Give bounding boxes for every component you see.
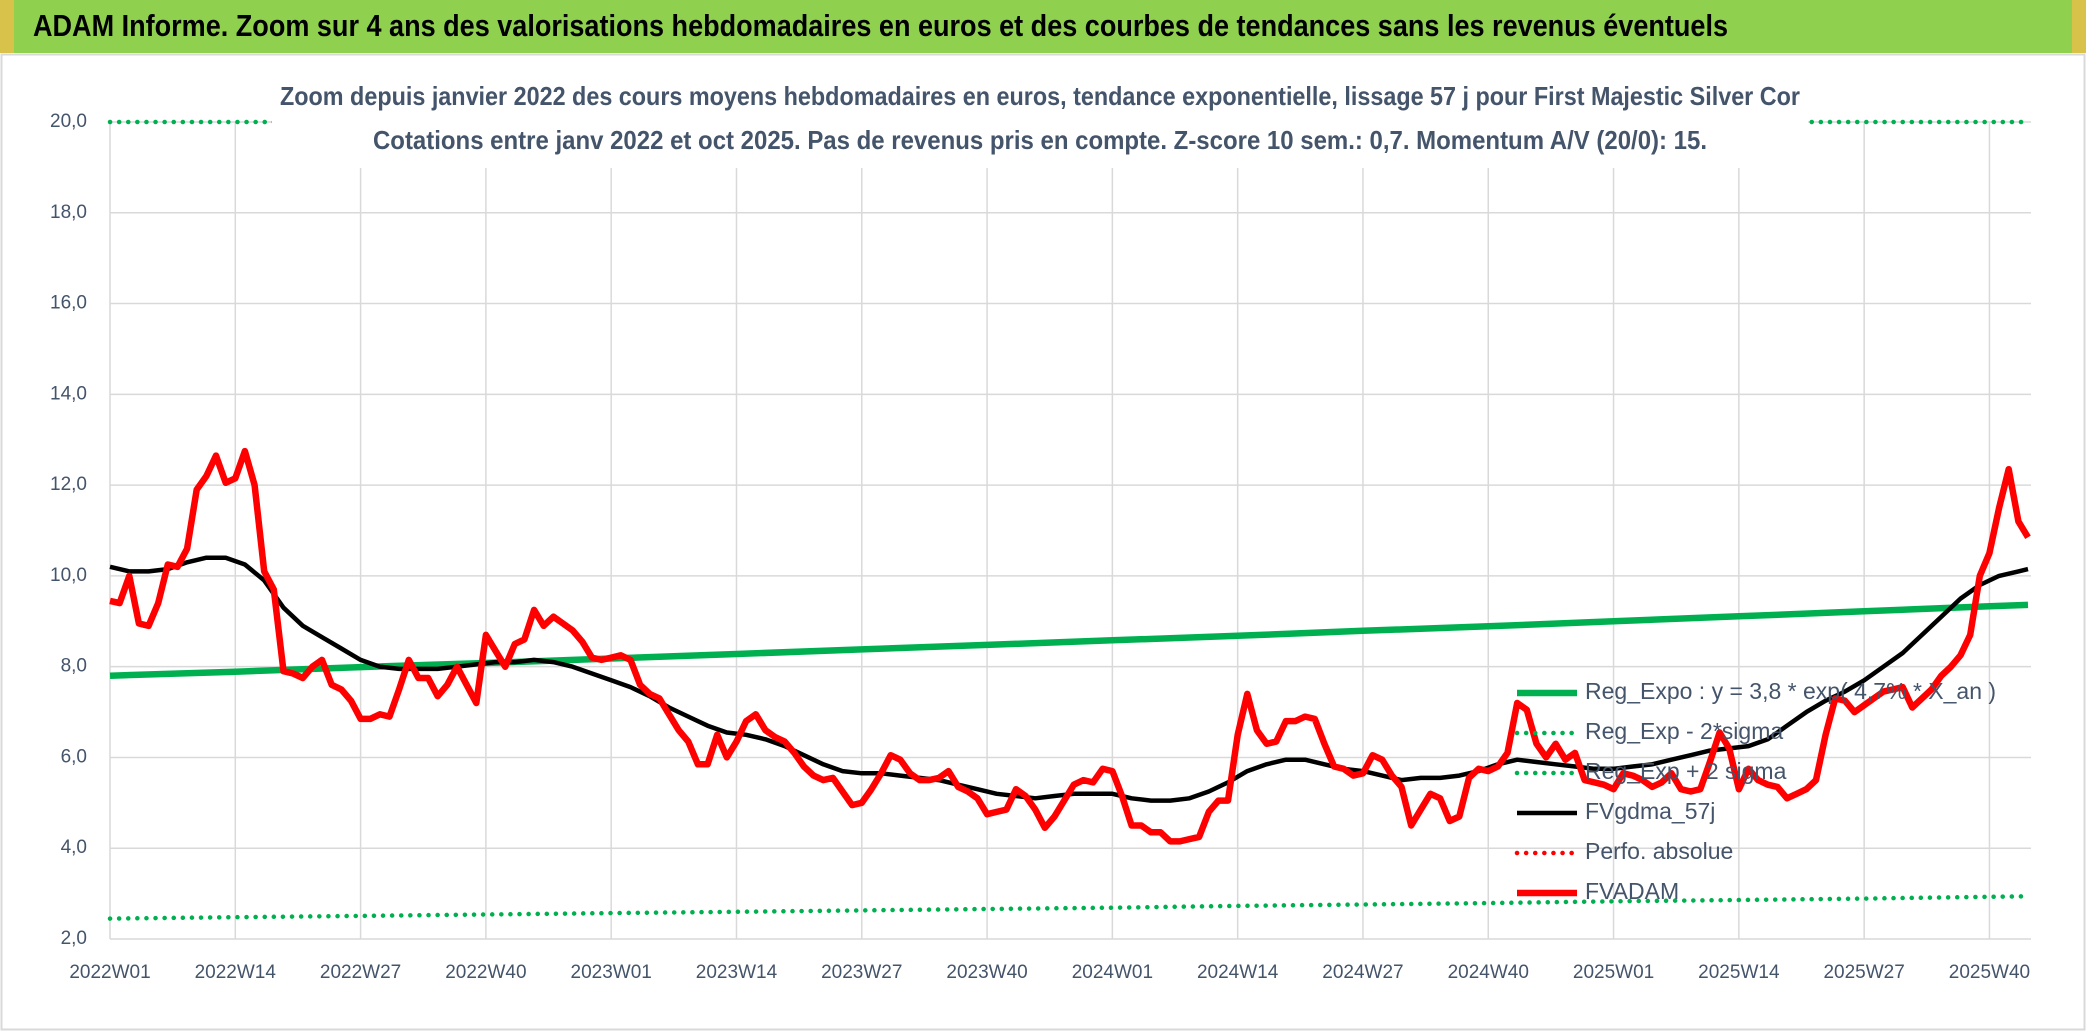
legend-label: Reg_Exp + 2 sigma: [1585, 758, 1787, 784]
x-tick-label: 2023W14: [696, 962, 778, 983]
x-tick-label: 2023W01: [571, 962, 652, 983]
y-tick-label: 20,0: [50, 111, 87, 132]
chart-subtitle: Cotations entre janv 2022 et oct 2025. P…: [373, 125, 1707, 155]
title-box: [272, 76, 1808, 168]
y-tick-label: 4,0: [61, 837, 87, 858]
series-line: [109, 601, 2029, 679]
series-line: [109, 447, 2031, 845]
chart-title: Zoom depuis janvier 2022 des cours moyen…: [280, 81, 1800, 111]
y-tick-label: 6,0: [61, 746, 87, 767]
x-tick-label: 2024W01: [1072, 962, 1153, 983]
x-tick-label: 2025W27: [1823, 962, 1904, 983]
x-tick-label: 2022W27: [320, 962, 401, 983]
y-tick-label: 16,0: [50, 293, 87, 314]
x-tick-label: 2025W14: [1698, 962, 1780, 983]
y-tick-label: 18,0: [50, 202, 87, 223]
header-title: ADAM Informe. Zoom sur 4 ans des valoris…: [33, 8, 1728, 43]
x-tick-label: 2024W40: [1448, 962, 1529, 983]
series-line: [107, 894, 2031, 921]
y-tick-label: 12,0: [50, 474, 87, 495]
x-tick-label: 2024W14: [1197, 962, 1279, 983]
header-bar: [0, 0, 2086, 53]
x-tick-label: 2024W27: [1322, 962, 1403, 983]
x-tick-label: 2025W01: [1573, 962, 1654, 983]
x-tick-label: 2023W27: [821, 962, 902, 983]
y-tick-label: 2,0: [61, 928, 87, 949]
plot-area: 2,0 4,0 6,0 8,0 10,0 12,0 14,0 16,0 18,0 20,0 2022…: [50, 111, 2031, 983]
y-tick-label: 8,0: [61, 656, 87, 677]
legend-label: Reg_Exp - 2*sigma: [1585, 718, 1783, 744]
legend-label: FVADAM: [1585, 878, 1679, 904]
legend: Reg_Expo : y = 3,8 * exp( 4,7% * X_an ) R…: [1514, 678, 1996, 904]
y-tick-label: 14,0: [50, 383, 87, 404]
x-tick-label: 2022W01: [69, 962, 150, 983]
x-tick-label: 2023W40: [946, 962, 1027, 983]
header-corner: [0, 0, 14, 53]
x-tick-label: 2025W40: [1949, 962, 2030, 983]
series-group: [107, 119, 2031, 921]
y-tick-label: 10,0: [50, 565, 87, 586]
legend-label: Perfo. absolue: [1585, 838, 1733, 864]
x-tick-label: 2022W14: [195, 962, 277, 983]
chart-frame: [0, 53, 2086, 1031]
legend-label: Reg_Expo : y = 3,8 * exp( 4,7% * X_an ): [1585, 678, 1996, 704]
header-corner: [2072, 0, 2086, 53]
legend-label: FVgdma_57j: [1585, 798, 1715, 824]
x-tick-label: 2022W40: [445, 962, 526, 983]
